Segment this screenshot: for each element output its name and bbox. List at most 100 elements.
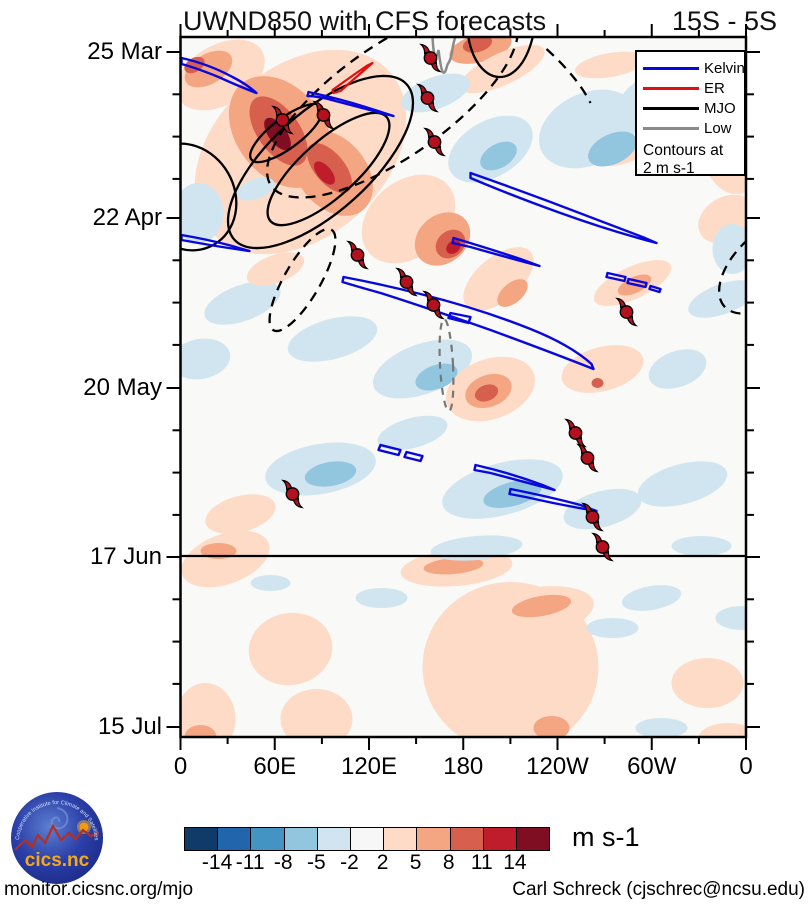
- source-url: monitor.cicsnc.org/mjo: [4, 879, 194, 900]
- wind-anomaly-patch: [648, 349, 707, 389]
- wind-anomaly-patch: [415, 363, 458, 391]
- latitude-band-label: 15S - 5S: [671, 6, 777, 36]
- wind-anomaly-patch: [533, 716, 570, 737]
- wind-anomaly-patch: [377, 415, 448, 451]
- wind-anomaly-patch: [355, 588, 408, 608]
- y-axis-tick-label: 25 Mar: [87, 38, 162, 65]
- wind-anomaly-patch: [588, 131, 637, 167]
- legend-label: Kelvin: [704, 59, 745, 77]
- logo-circle: [11, 792, 103, 884]
- kelvin-wave-contour: [180, 56, 258, 95]
- colorbar-tick-label: 5: [409, 851, 422, 874]
- wind-anomaly-patch: [621, 585, 682, 611]
- x-axis-tick-label: 60E: [253, 753, 297, 780]
- wind-anomaly-patch: [250, 575, 291, 591]
- colorbar-segment: [185, 828, 218, 850]
- wind-anomaly-patch: [423, 557, 484, 575]
- wind-anomaly-patch: [248, 612, 333, 686]
- legend: Kelvin ER MJO Low Contours at 2 m s-1: [635, 50, 746, 177]
- wind-anomaly-patch: [180, 183, 224, 243]
- kelvin-wave-contour: [403, 450, 424, 463]
- wind-anomaly-patch: [671, 536, 732, 556]
- mjo-contour-negative: [717, 215, 746, 315]
- wind-anomaly-patch: [480, 141, 517, 171]
- wind-anomaly-patch: [591, 378, 604, 388]
- kelvin-wave-contour: [341, 275, 595, 371]
- kelvin-wave-contour: [508, 487, 598, 513]
- y-axis-tick-label: 22 Apr: [92, 204, 162, 231]
- colorbar-units: m s-1: [572, 822, 640, 852]
- colorbar-segment: [482, 828, 516, 850]
- wind-anomaly-patch: [246, 252, 305, 286]
- wind-anomaly-patch: [586, 618, 639, 638]
- wind-anomaly-patch: [205, 494, 276, 534]
- colorbar: [184, 827, 550, 851]
- wind-anomaly-patch: [637, 461, 728, 507]
- wind-anomaly-patch: [497, 279, 528, 307]
- x-axis-tick-label: 0: [739, 753, 753, 780]
- legend-row-er: ER: [643, 78, 740, 98]
- kelvin-wave-contour: [180, 233, 251, 253]
- kelvin-wave-contour: [377, 443, 402, 457]
- colorbar-tick-label: -2: [340, 851, 359, 874]
- wind-anomaly-patch: [563, 488, 642, 530]
- wind-anomaly-patch: [463, 247, 534, 311]
- wind-anomaly-patch: [671, 658, 744, 708]
- mjo-line-swatch: [643, 106, 699, 110]
- wind-anomaly-patch: [280, 689, 353, 737]
- wind-anomaly-patch: [511, 594, 572, 618]
- wind-anomaly-patch: [712, 224, 746, 274]
- legend-label: Low: [704, 119, 732, 137]
- wind-anomaly-patch: [181, 530, 270, 588]
- author-credit: Carl Schreck (cjschrec@ncsu.edu): [512, 879, 805, 900]
- kelvin-wave-contour: [447, 311, 472, 325]
- wind-anomaly-patch: [307, 143, 352, 193]
- wind-anomaly-patch: [474, 384, 499, 402]
- kelvin-line-swatch: [643, 66, 699, 70]
- wind-anomaly-patch: [688, 280, 746, 318]
- kelvin-wave-contour: [469, 171, 658, 245]
- wind-anomaly-patch: [204, 281, 281, 325]
- wind-anomaly-patch: [180, 683, 236, 737]
- wind-anomaly-patch: [287, 316, 378, 362]
- colorbar-segment: [515, 828, 550, 850]
- logo-text: cics.nc: [25, 850, 90, 871]
- y-axis-tick-label: 15 Jul: [97, 713, 162, 740]
- colorbar-segment: [416, 828, 450, 850]
- low-contour-dashed: [438, 317, 455, 413]
- wind-anomaly-patch: [430, 535, 523, 561]
- colorbar-segment: [316, 828, 350, 850]
- x-axis-tick-label: 120W: [526, 753, 589, 780]
- x-axis-tick-label: 120E: [340, 753, 398, 780]
- kelvin-wave-contour: [473, 463, 556, 492]
- colorbar-segment: [250, 828, 284, 850]
- er-wave-contour: [331, 61, 374, 95]
- low-line-swatch: [643, 126, 699, 130]
- mjo-contour-negative: [268, 227, 337, 333]
- kelvin-wave-contour: [451, 236, 541, 268]
- kelvin-wave-contour: [648, 284, 662, 294]
- kelvin-wave-contour: [306, 90, 395, 118]
- colorbar-segment: [217, 828, 251, 850]
- colorbar-tick-label: -5: [307, 851, 326, 874]
- colorbar-segment: [383, 828, 417, 850]
- wind-anomaly-patch: [635, 718, 688, 737]
- mjo-contour: [467, 37, 534, 79]
- contour-note: Contours at 2 m s-1: [643, 142, 724, 177]
- legend-label: ER: [704, 79, 725, 97]
- colorbar-tick-label: -8: [273, 851, 293, 874]
- y-axis-tick-label: 17 Jun: [89, 543, 162, 570]
- colorbar-tick-label: 11: [470, 851, 493, 874]
- colorbar-segment: [349, 828, 384, 850]
- wind-anomaly-patch: [715, 606, 746, 630]
- er-line-swatch: [643, 86, 699, 90]
- colorbar-tick-label: -14: [201, 851, 233, 874]
- wind-anomaly-patch: [698, 723, 746, 737]
- cicsnc-logo: cics.nc Cooperative Institute for Climat…: [11, 792, 103, 884]
- mjo-contour: [266, 111, 391, 227]
- wind-anomaly-patch: [314, 161, 335, 185]
- x-axis-tick-label: 60W: [627, 753, 677, 780]
- colorbar-segment: [283, 828, 317, 850]
- legend-row-mjo: MJO: [643, 98, 740, 118]
